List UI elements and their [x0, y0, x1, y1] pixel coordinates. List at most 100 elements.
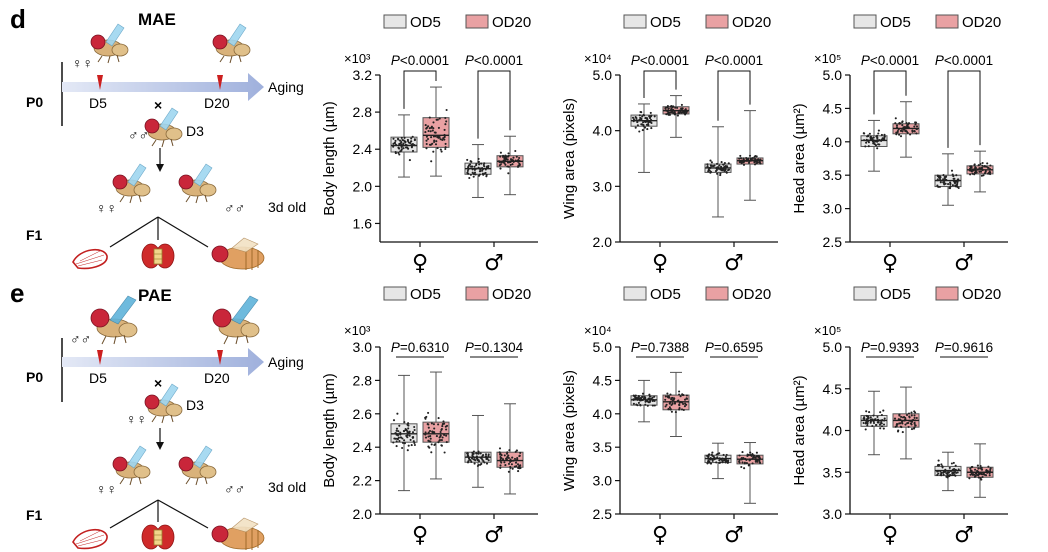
data-point: [976, 168, 979, 171]
data-point: [915, 125, 919, 128]
data-point: [641, 129, 644, 132]
data-point: [640, 117, 643, 120]
legend: OD5 OD20: [623, 14, 771, 31]
data-point: [949, 474, 952, 477]
pvalue-annotation: P=0.6310: [391, 340, 449, 358]
data-point: [515, 459, 518, 462]
data-point: [715, 162, 719, 165]
data-point: [897, 429, 900, 432]
data-point: [678, 393, 681, 396]
mate-age-label: D3: [186, 123, 204, 139]
legend-label-od5: OD5: [410, 14, 441, 31]
data-point: [974, 468, 977, 471]
data-point: [987, 465, 990, 468]
data-point: [395, 445, 398, 448]
data-point: [672, 105, 675, 108]
data-point: [743, 467, 746, 470]
y-tick-label: 3.2: [353, 67, 373, 83]
legend-swatch-od5: [623, 14, 647, 29]
data-point: [898, 133, 901, 136]
data-point: [507, 152, 510, 155]
data-point: [507, 456, 510, 460]
box-iqr: [422, 421, 450, 443]
data-point: [910, 428, 914, 431]
data-point: [949, 182, 952, 185]
y-tick-label: 2.0: [353, 506, 373, 522]
data-point: [952, 461, 955, 464]
pvalue-annotation: P=0.9616: [935, 340, 993, 358]
data-point: [976, 469, 979, 472]
y-tick-label: 4.5: [823, 100, 843, 116]
data-point: [635, 119, 638, 122]
legend-label-od20: OD20: [962, 286, 1001, 303]
data-point: [673, 402, 677, 405]
chart-d-wing-area: OD5 OD20 ×10⁴ 2.0 3.0 4.0 5.0 Wing area (pixels…: [561, 14, 778, 276]
data-point: [636, 121, 639, 124]
data-point: [720, 161, 723, 164]
data-point: [977, 164, 980, 167]
box-od5-male: [704, 126, 732, 218]
data-point: [445, 428, 448, 431]
data-point: [940, 474, 943, 477]
data-point: [973, 173, 976, 176]
label-d20: D20: [204, 95, 230, 111]
age-3d-label: 3d old: [268, 199, 306, 215]
data-point: [674, 411, 677, 414]
data-point: [517, 160, 520, 163]
data-point: [410, 140, 413, 143]
f1-label: F1: [26, 507, 43, 523]
data-point: [398, 439, 401, 443]
data-point: [986, 162, 989, 165]
data-point: [497, 160, 501, 163]
data-point: [430, 160, 433, 163]
data-point: [948, 187, 952, 190]
data-point: [748, 154, 752, 157]
data-point: [664, 395, 667, 398]
data-point: [746, 159, 749, 162]
y-tick-label: 2.6: [353, 406, 373, 422]
box-od20-female: [662, 95, 690, 138]
data-point: [950, 462, 953, 465]
data-point: [863, 139, 866, 142]
data-point: [666, 392, 669, 395]
data-point: [953, 471, 956, 474]
data-point: [517, 470, 520, 473]
pvalue-text: P<0.0001: [861, 53, 919, 68]
data-point: [876, 134, 879, 137]
x-label-female: ♀: [882, 251, 898, 276]
data-point: [899, 135, 903, 138]
data-point: [904, 418, 907, 421]
mate-sex-label: ♀♀: [126, 411, 147, 427]
data-point: [898, 414, 901, 417]
f1-label: F1: [26, 227, 43, 243]
data-point: [399, 150, 402, 153]
box-od20-male: [496, 403, 524, 495]
pvalue-text: P=0.6310: [391, 340, 449, 355]
data-point: [642, 113, 645, 116]
data-point: [971, 473, 974, 476]
data-points: [738, 451, 762, 470]
data-point: [499, 466, 502, 469]
data-point: [478, 170, 481, 173]
data-point: [503, 461, 506, 464]
legend-swatch-od5: [383, 14, 407, 29]
data-point: [406, 423, 409, 426]
data-point: [742, 457, 745, 460]
data-point: [869, 416, 872, 419]
data-point: [475, 455, 478, 458]
data-point: [395, 440, 398, 443]
offspring-female-fly-icon: [112, 163, 151, 204]
data-point: [438, 136, 441, 139]
data-point: [430, 136, 433, 139]
legend: OD5 OD20: [853, 286, 1001, 303]
data-point: [443, 422, 446, 425]
data-point: [429, 130, 432, 133]
data-point: [499, 459, 502, 462]
data-point: [473, 456, 476, 459]
data-point: [976, 464, 979, 467]
data-points: [392, 135, 416, 162]
x-label-female: ♀: [412, 523, 428, 548]
data-point: [441, 138, 444, 142]
data-point: [444, 146, 447, 149]
